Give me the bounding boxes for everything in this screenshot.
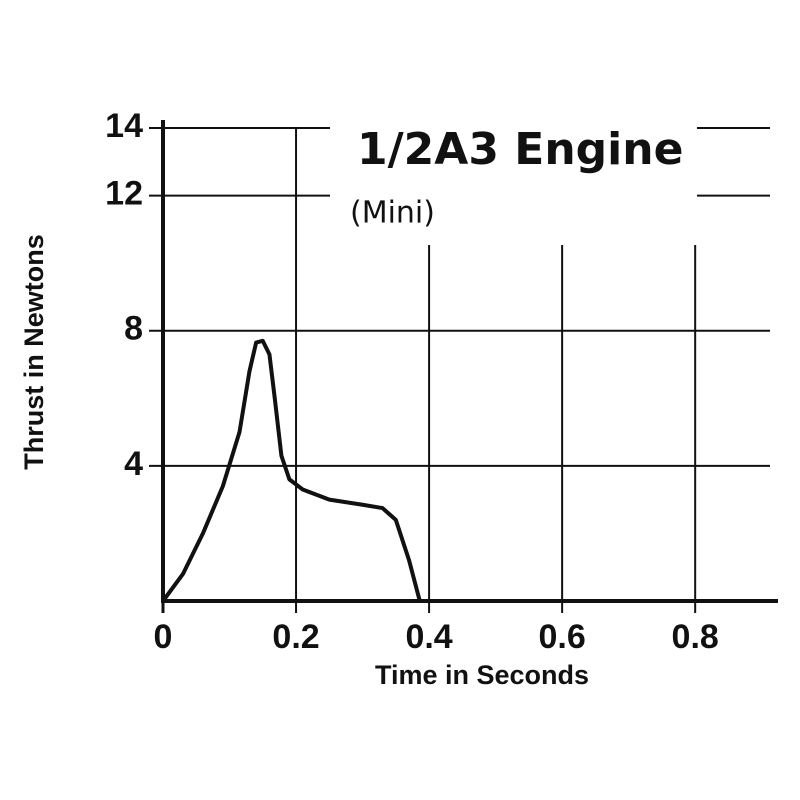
x-tick-label: 0 — [154, 618, 173, 656]
x-axis-title: Time in Seconds — [375, 660, 589, 690]
x-tick-label: 0.8 — [672, 618, 719, 656]
title-background — [330, 112, 697, 245]
y-tick-label: 4 — [124, 445, 143, 483]
y-axis-title: Thrust in Newtons — [19, 234, 49, 470]
x-tick-label: 0.6 — [538, 618, 585, 656]
chart-subtitle: (Mini) — [350, 196, 435, 231]
y-tick-label: 12 — [105, 175, 143, 213]
y-tick-label: 8 — [124, 310, 143, 348]
x-tick-label: 0.2 — [272, 618, 319, 656]
y-tick-label: 14 — [105, 107, 143, 145]
thrust-curve — [161, 338, 422, 603]
x-tick-label: 0.4 — [405, 618, 452, 656]
chart-title: 1/2A3 Engine — [357, 124, 683, 175]
